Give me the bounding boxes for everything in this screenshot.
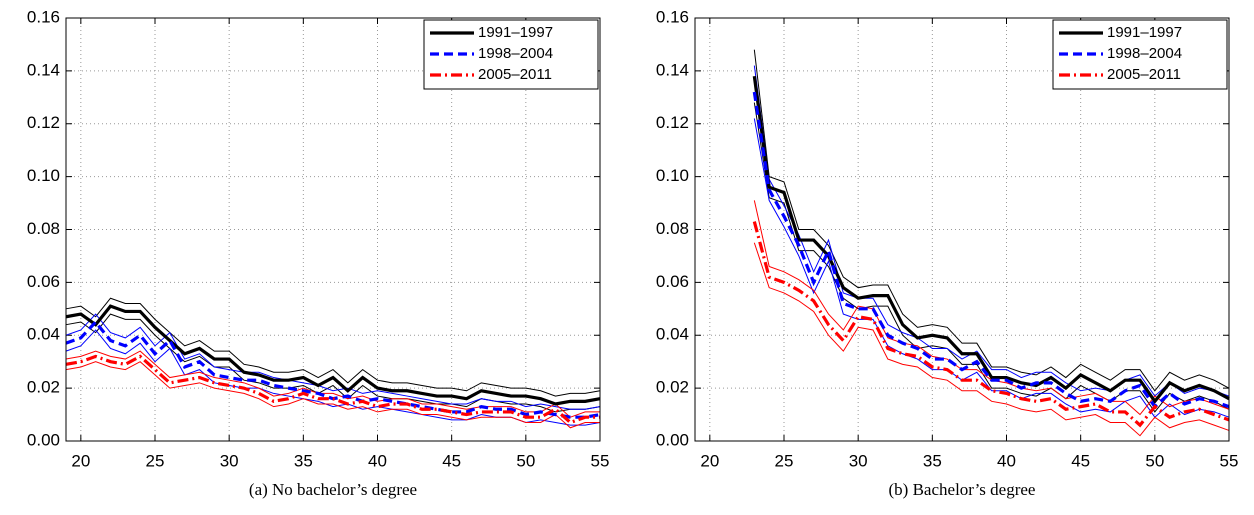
y-tick-label: 0.08	[656, 219, 689, 238]
x-tick-label: 55	[1220, 451, 1239, 470]
y-tick-label: 0.16	[656, 7, 689, 26]
x-tick-label: 30	[220, 451, 239, 470]
y-tick-label: 0.16	[27, 7, 60, 26]
y-tick-label: 0.14	[27, 60, 60, 79]
x-tick-label: 50	[516, 451, 535, 470]
legend-label: 2005–2011	[478, 66, 552, 83]
band-line	[753, 242, 1230, 437]
x-tick-label: 55	[591, 451, 610, 470]
y-tick-label: 0.12	[656, 113, 689, 132]
plot-frame	[694, 17, 1230, 442]
series-line	[752, 91, 1230, 410]
legend-label: 1998–2004	[1107, 45, 1182, 62]
band-line	[753, 65, 1230, 397]
y-tick-label: 0.06	[656, 272, 689, 291]
band-line	[65, 297, 601, 397]
caption: (a) No bachelor’s degree	[249, 480, 417, 499]
series-line	[65, 354, 600, 425]
y-tick-label: 0.10	[656, 166, 689, 185]
caption: (b) Bachelor’s degree	[889, 480, 1036, 499]
series-line	[752, 221, 1230, 428]
x-tick-label: 45	[442, 451, 461, 470]
y-tick-label: 0.04	[27, 325, 60, 344]
y-tick-label: 0.10	[27, 166, 60, 185]
x-tick-label: 35	[923, 451, 942, 470]
x-tick-label: 40	[997, 451, 1016, 470]
band-line	[65, 313, 601, 413]
x-tick-label: 50	[1145, 451, 1164, 470]
series-line	[65, 304, 601, 406]
legend-label: 1998–2004	[478, 45, 553, 62]
y-tick-label: 0.04	[656, 325, 689, 344]
plot-frame	[65, 17, 601, 442]
x-tick-label: 20	[71, 451, 90, 470]
x-tick-label: 20	[700, 451, 719, 470]
y-tick-label: 0.06	[27, 272, 60, 291]
x-tick-label: 45	[1071, 451, 1090, 470]
legend-label: 1991–1997	[1107, 24, 1182, 41]
y-tick-label: 0.02	[27, 378, 60, 397]
band-line	[65, 313, 601, 410]
y-tick-label: 0.08	[27, 219, 60, 238]
y-tick-label: 0.00	[656, 430, 689, 449]
x-tick-label: 35	[294, 451, 313, 470]
x-tick-label: 25	[775, 451, 794, 470]
y-tick-label: 0.12	[27, 113, 60, 132]
band-line	[753, 118, 1230, 418]
y-tick-label: 0.00	[27, 430, 60, 449]
band-line	[65, 350, 600, 418]
panel: 0.00 0.02 0.04 0.06 0.08 0.10 0.12 0.14 0.16 20 25…	[656, 7, 1239, 498]
legend-label: 2005–2011	[1107, 66, 1181, 83]
x-tick-label: 30	[849, 451, 868, 470]
y-tick-label: 0.14	[656, 60, 689, 79]
panel: 0.00 0.02 0.04 0.06 0.08 0.10 0.12 0.14 0.16 20 25…	[27, 7, 610, 498]
x-tick-label: 25	[146, 451, 165, 470]
x-tick-label: 40	[368, 451, 387, 470]
legend-label: 1991–1997	[478, 24, 553, 41]
band-line	[65, 361, 600, 429]
y-tick-label: 0.02	[656, 378, 689, 397]
